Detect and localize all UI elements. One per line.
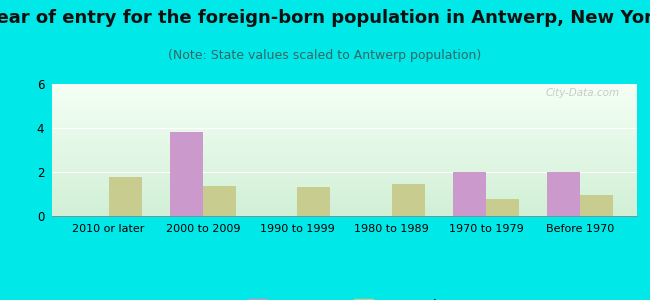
Text: City-Data.com: City-Data.com: [545, 88, 619, 98]
Bar: [580, 195, 614, 216]
Bar: [109, 177, 142, 216]
Bar: [486, 199, 519, 216]
Text: Year of entry for the foreign-born population in Antwerp, New York: Year of entry for the foreign-born popul…: [0, 9, 650, 27]
Legend: Antwerp, New York: Antwerp, New York: [248, 299, 441, 300]
Bar: [453, 172, 486, 216]
Bar: [547, 172, 580, 216]
Bar: [392, 184, 424, 216]
Bar: [170, 131, 203, 216]
Bar: [297, 188, 330, 216]
Text: (Note: State values scaled to Antwerp population): (Note: State values scaled to Antwerp po…: [168, 50, 482, 62]
Bar: [203, 186, 236, 216]
